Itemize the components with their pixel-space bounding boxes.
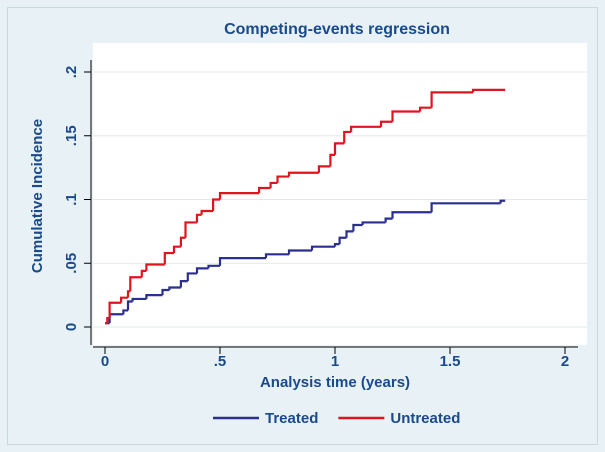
step-segment [140,269,147,278]
step-segment [333,142,345,155]
x-axis-title: Analysis time (years) [260,374,410,391]
step-segment [145,263,165,271]
step-segment [329,153,335,167]
plot-area [93,43,587,345]
step-segment [391,110,421,122]
y-tick-label: 0 [63,323,80,331]
step-segment [391,211,432,219]
step-segment [361,221,386,225]
step-segment [179,280,188,288]
step-segment [186,272,197,282]
y-tick-label: .05 [63,253,80,274]
step-segment [430,91,473,108]
y-tick-label: .1 [63,193,80,206]
step-segment [333,243,340,247]
legend-label: Treated [265,410,318,427]
step-segment [499,199,506,204]
step-segment [471,88,506,93]
step-segment [212,198,220,211]
x-tick-label: 0 [101,353,109,370]
step-segment [207,264,220,269]
step-segment [276,175,289,183]
step-segment [131,297,147,302]
step-segment [343,130,352,144]
chart-title: Competing-events regression [224,21,450,38]
y-tick-label: .15 [63,125,80,146]
step-segment [163,251,174,265]
step-segment [287,249,312,255]
step-segment [161,288,170,296]
step-segment [350,125,381,132]
x-tick-label: 1.5 [440,353,461,370]
step-segment [345,230,354,238]
x-tick-label: .5 [214,353,227,370]
step-segment [310,245,335,251]
step-segment [338,236,347,245]
step-segment [287,171,319,177]
step-segment [218,257,266,266]
legend-label: Untreated [390,410,460,427]
y-axis-title: Cumulative Incidence [29,119,46,273]
x-tick-label: 1 [331,353,339,370]
step-segment [179,236,186,247]
step-segment [108,301,122,319]
step-segment [145,294,163,299]
step-segment [218,192,260,200]
step-segment [184,221,197,238]
step-segment [317,165,331,173]
step-segment [168,286,181,291]
y-tick-label: .2 [63,66,80,79]
step-segment [430,202,501,213]
step-segment [384,217,393,223]
step-segment [264,253,289,259]
step-segment [419,106,432,112]
step-segment [195,267,209,274]
x-tick-label: 2 [561,353,569,370]
step-segment [258,186,271,194]
step-segment [352,223,363,232]
step-segment [269,181,278,189]
frame [7,7,598,445]
step-segment [126,300,133,311]
step-segment [195,213,202,223]
step-segment [172,245,181,254]
step-segment [379,120,393,127]
step-segment [200,209,214,215]
step-segment [120,296,128,303]
step-segment [129,276,142,292]
step-segment [122,309,128,315]
